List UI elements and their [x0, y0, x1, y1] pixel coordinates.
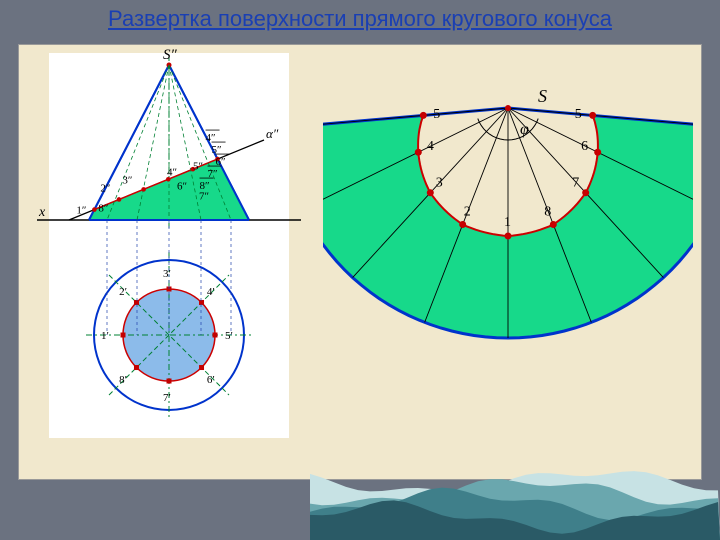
svg-text:4″: 4″	[167, 167, 177, 179]
svg-text:6: 6	[581, 139, 588, 154]
svg-text:8″: 8″	[200, 180, 210, 192]
cone-development: 5 6 7 8 1 2 3 4 5 Sφ	[323, 73, 693, 373]
svg-text:S″: S″	[163, 47, 178, 63]
svg-text:8″: 8″	[98, 203, 108, 215]
diagram-panel: xα″S″1″2″3″4″5″6″7″8″4″5″6″7″8″1′2′3′4′5…	[18, 44, 702, 480]
page-title: Развертка поверхности прямого кругового …	[0, 0, 720, 36]
svg-text:8: 8	[544, 204, 551, 219]
svg-text:S: S	[538, 86, 547, 106]
svg-text:1″: 1″	[76, 205, 86, 217]
svg-text:7: 7	[572, 175, 579, 190]
svg-text:5: 5	[433, 107, 440, 122]
svg-text:1′: 1′	[101, 330, 109, 342]
svg-text:3: 3	[436, 175, 443, 190]
svg-text:4′: 4′	[207, 286, 215, 298]
svg-text:7″: 7″	[199, 191, 209, 203]
svg-text:5′: 5′	[225, 330, 233, 342]
svg-text:1: 1	[504, 215, 511, 230]
svg-text:4: 4	[427, 139, 434, 154]
svg-text:2″: 2″	[100, 183, 110, 195]
svg-text:3″: 3″	[122, 175, 132, 187]
svg-text:3′: 3′	[163, 268, 171, 280]
orthographic-views: xα″S″1″2″3″4″5″6″7″8″4″5″6″7″8″1′2′3′4′5…	[29, 45, 309, 445]
svg-text:x: x	[38, 205, 46, 220]
svg-text:7′: 7′	[163, 392, 171, 404]
svg-text:2′: 2′	[119, 286, 127, 298]
svg-text:8′: 8′	[119, 374, 127, 386]
svg-text:6″: 6″	[177, 181, 187, 193]
svg-text:6′: 6′	[207, 374, 215, 386]
svg-text:5: 5	[575, 107, 582, 122]
svg-text:α″: α″	[266, 126, 279, 141]
svg-text:φ: φ	[520, 121, 529, 138]
svg-text:2: 2	[464, 204, 471, 219]
svg-text:5″: 5″	[193, 161, 203, 173]
